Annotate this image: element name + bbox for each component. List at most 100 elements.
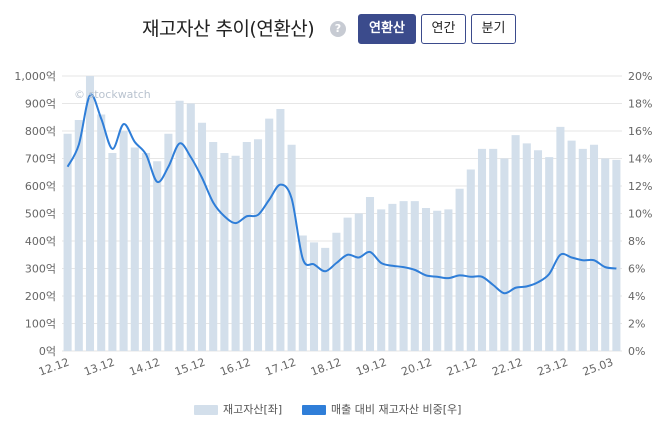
legend: 재고자산[좌] 매출 대비 재고자산 비중[우]: [0, 402, 664, 418]
ratio-line: [66, 93, 617, 295]
bar: [276, 109, 285, 351]
x-tick-label: 14.12: [128, 356, 162, 379]
y-right-tick-label: 0%: [628, 345, 645, 358]
y-left-tick-label: 200억: [25, 290, 56, 303]
y-right-tick-label: 20%: [628, 70, 652, 83]
help-icon[interactable]: ?: [330, 21, 346, 37]
legend-item-bar[interactable]: 재고자산[좌]: [194, 402, 282, 418]
y-left-tick-label: 500억: [25, 208, 56, 221]
bar: [589, 144, 599, 351]
y-axis-right: 0% 2% 4% 6% 8% 10% 12% 14% 16% 18% 20%: [628, 70, 652, 358]
bar: [500, 158, 509, 351]
bar: [130, 147, 139, 351]
bar: [209, 142, 218, 351]
bar: [388, 203, 397, 351]
bar: [231, 155, 240, 351]
y-right-tick-label: 6%: [628, 263, 645, 276]
y-right-tick-label: 10%: [628, 208, 652, 221]
bar: [601, 158, 610, 351]
chart-header: 재고자산 추이(연환산) ? 연환산 연간 분기: [0, 14, 664, 48]
y-left-tick-label: 800억: [25, 125, 56, 138]
bar: [220, 153, 229, 351]
bar: [511, 135, 520, 351]
line-series: [66, 93, 617, 295]
button-quarterly[interactable]: 분기: [471, 14, 516, 44]
y-left-tick-label: 300억: [25, 263, 56, 276]
x-tick-label: 15.12: [173, 356, 207, 379]
bar: [175, 100, 184, 351]
bar: [74, 120, 83, 351]
bar: [108, 153, 117, 351]
bar: [309, 242, 319, 351]
bar: [354, 213, 363, 351]
bar: [477, 148, 487, 351]
y-right-tick-label: 16%: [628, 125, 652, 138]
bar: [186, 103, 195, 351]
legend-label-line: 매출 대비 재고자산 비중[우]: [331, 403, 462, 416]
y-left-tick-label: 0억: [39, 345, 56, 358]
x-tick-label: 25.03: [581, 356, 615, 379]
y-right-tick-label: 12%: [628, 180, 652, 193]
bar: [612, 159, 621, 351]
bar: [85, 76, 95, 351]
y-right-tick-label: 14%: [628, 153, 652, 166]
x-tick-label: 19.12: [354, 356, 388, 379]
bar: [377, 209, 386, 351]
bar: [578, 148, 587, 351]
bar: [197, 122, 207, 351]
bar: [410, 201, 419, 351]
x-tick-label: 20.12: [400, 356, 434, 379]
x-axis: 12.12 13.12 14.12 15.12 16.12 17.12 18.12 19.12…: [37, 356, 615, 379]
y-left-tick-label: 900억: [25, 98, 56, 111]
button-annualized[interactable]: 연환산: [358, 14, 416, 44]
y-right-tick-label: 8%: [628, 235, 645, 248]
bar: [466, 169, 475, 351]
y-right-tick-label: 2%: [628, 318, 645, 331]
legend-swatch-line: [302, 405, 326, 415]
x-tick-label: 22.12: [490, 356, 524, 379]
bar: [522, 143, 531, 351]
x-tick-label: 16.12: [218, 356, 252, 379]
bar-series: [63, 76, 621, 351]
bar: [321, 247, 330, 351]
x-tick-label: 23.12: [536, 356, 570, 379]
bar: [545, 157, 554, 351]
x-tick-label: 21.12: [445, 356, 479, 379]
bar: [365, 197, 375, 351]
bar: [567, 140, 576, 351]
bar: [63, 133, 72, 351]
bar: [556, 126, 565, 351]
y-right-tick-label: 18%: [628, 98, 652, 111]
legend-label-bar: 재고자산[좌]: [223, 403, 283, 416]
bar: [153, 161, 162, 351]
y-left-tick-label: 700억: [25, 153, 56, 166]
bar: [97, 114, 106, 351]
x-tick-label: 12.12: [37, 356, 71, 379]
button-annual[interactable]: 연간: [421, 14, 466, 44]
legend-item-line[interactable]: 매출 대비 재고자산 비중[우]: [302, 402, 461, 418]
bar: [444, 209, 453, 351]
bar: [343, 217, 352, 351]
y-right-tick-label: 4%: [628, 290, 645, 303]
bar: [455, 188, 464, 351]
x-tick-label: 13.12: [82, 356, 116, 379]
bar: [141, 153, 151, 351]
bar: [287, 144, 296, 351]
bar: [489, 148, 498, 351]
bar: [265, 118, 274, 351]
bar: [421, 208, 431, 351]
y-left-tick-label: 100억: [25, 318, 56, 331]
bar: [242, 142, 251, 351]
y-left-tick-label: 400억: [25, 235, 56, 248]
bar: [119, 131, 128, 351]
y-left-tick-label: 1,000억: [14, 70, 56, 83]
x-tick-label: 17.12: [264, 356, 298, 379]
bar: [399, 201, 408, 351]
bar: [332, 232, 341, 351]
y-axis-left: 0억 100억 200억 300억 400억 500억 600억 700억 800억 900억 1,…: [14, 70, 56, 358]
watermark: © stockwatch: [74, 88, 151, 101]
y-left-tick-label: 600억: [25, 180, 56, 193]
bar: [253, 139, 263, 351]
chart-title: 재고자산 추이(연환산): [142, 18, 315, 40]
